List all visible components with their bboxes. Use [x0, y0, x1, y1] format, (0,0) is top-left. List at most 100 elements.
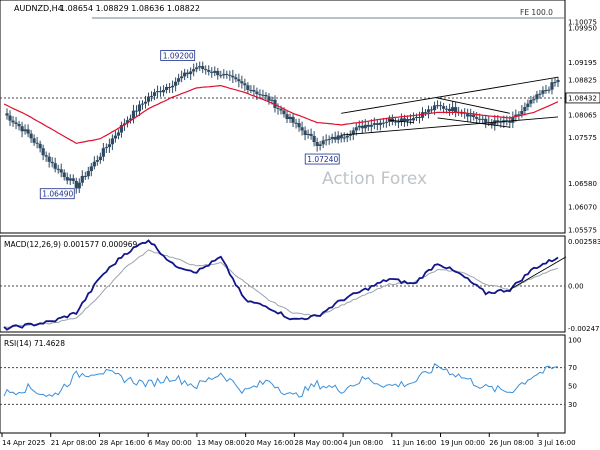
price-candle: [357, 125, 361, 128]
x-axis-label: 26 Jun 08:00: [489, 439, 533, 447]
price-candle: [38, 143, 42, 149]
price-candle: [279, 108, 283, 111]
price-candle: [523, 106, 527, 111]
price-candle: [207, 70, 211, 72]
price-candle: [20, 126, 24, 132]
price-candle: [14, 122, 18, 125]
ohlc-label: 1.08654 1.08829 1.08636 1.08822: [60, 4, 200, 13]
price-candle: [306, 133, 310, 136]
price-candle: [550, 82, 554, 90]
price-candle: [5, 113, 9, 116]
price-candle: [496, 120, 500, 122]
price-candle: [336, 135, 340, 140]
price-candle: [65, 177, 69, 181]
price-candle: [59, 169, 63, 173]
price-candle: [466, 113, 470, 117]
price-candle: [110, 138, 114, 145]
price-candle: [526, 103, 530, 107]
price-y-tick-label: 1.08432: [568, 94, 597, 102]
price-candle: [312, 135, 316, 143]
price-candle: [35, 142, 39, 144]
price-trendline: [389, 119, 414, 123]
price-candle: [23, 129, 27, 132]
price-candle: [348, 134, 352, 136]
price-candle: [475, 117, 479, 119]
price-candle: [32, 138, 36, 143]
price-candle: [192, 69, 196, 72]
price-candle: [490, 122, 494, 125]
price-candle: [478, 118, 482, 120]
price-candle: [264, 94, 268, 97]
price-candle: [201, 66, 205, 70]
price-candle: [372, 123, 376, 125]
price-candle: [321, 140, 325, 145]
price-candle: [517, 114, 521, 116]
rsi-y-tick-label: 50: [568, 383, 577, 391]
price-candle: [327, 138, 331, 140]
price-candle: [405, 119, 410, 122]
price-candle: [432, 105, 437, 111]
price-candle: [255, 91, 259, 95]
price-candle: [520, 110, 524, 115]
price-candle: [155, 91, 160, 93]
rsi-line: [3, 363, 559, 398]
price-candle: [375, 123, 379, 125]
price-candle: [538, 93, 542, 95]
price-candle: [360, 125, 364, 129]
price-candle: [134, 110, 139, 112]
price-candle: [469, 114, 473, 117]
price-candle: [234, 77, 238, 80]
rsi-title: RSI(14) 71.4628: [4, 339, 65, 348]
price-candle: [435, 105, 440, 107]
price-candle: [171, 85, 175, 88]
price-trendline: [437, 117, 510, 128]
macd-panel-frame: [0, 235, 566, 333]
price-candle: [354, 127, 358, 131]
price-candle: [237, 79, 241, 82]
price-candle: [393, 121, 398, 123]
price-candle: [50, 161, 54, 164]
x-axis-label: 14 Apr 2025: [2, 439, 45, 447]
macd-y-tick-label: -0.002475: [568, 325, 600, 333]
price-candle: [198, 66, 202, 68]
price-annotation-label: 1.07240: [307, 155, 338, 164]
price-y-tick-label: 1.05575: [568, 227, 597, 235]
macd-y-tick-label: 0.00: [568, 282, 584, 290]
price-candle: [8, 115, 12, 121]
price-candle: [140, 103, 145, 105]
price-candle: [26, 129, 30, 134]
price-candle: [56, 168, 60, 170]
price-candle: [541, 90, 545, 94]
price-candle: [240, 81, 244, 84]
price-annotation-box: [304, 153, 340, 165]
price-candle: [532, 99, 536, 101]
price-candle: [309, 133, 313, 136]
price-candle: [366, 124, 370, 127]
price-candle: [95, 160, 99, 162]
macd-trendline: [509, 256, 567, 290]
x-axis: 14 Apr 2025 21 Apr 08:00 28 Apr 16:00 6 May…: [1, 433, 576, 447]
price-candle: [411, 118, 416, 121]
price-candle: [152, 92, 157, 96]
price-candle: [544, 90, 548, 92]
price-candle: [426, 109, 431, 113]
price-candle: [180, 76, 184, 79]
price-candle: [414, 116, 419, 119]
price-candle: [339, 135, 343, 139]
price-candle: [369, 124, 373, 127]
price-candle: [351, 130, 355, 135]
price-candle: [303, 130, 307, 136]
price-candle: [291, 116, 295, 123]
price-candle: [363, 124, 367, 129]
price-candle: [231, 75, 235, 78]
price-candle: [423, 112, 428, 114]
price-candle: [113, 135, 118, 139]
price-candle: [381, 122, 385, 124]
price-candle: [399, 118, 404, 123]
price-candle: [131, 110, 136, 119]
price-candle: [330, 136, 334, 139]
price-candle: [454, 107, 458, 113]
price-candle: [80, 175, 84, 183]
price-y-tick-label: 1.08825: [568, 76, 597, 84]
